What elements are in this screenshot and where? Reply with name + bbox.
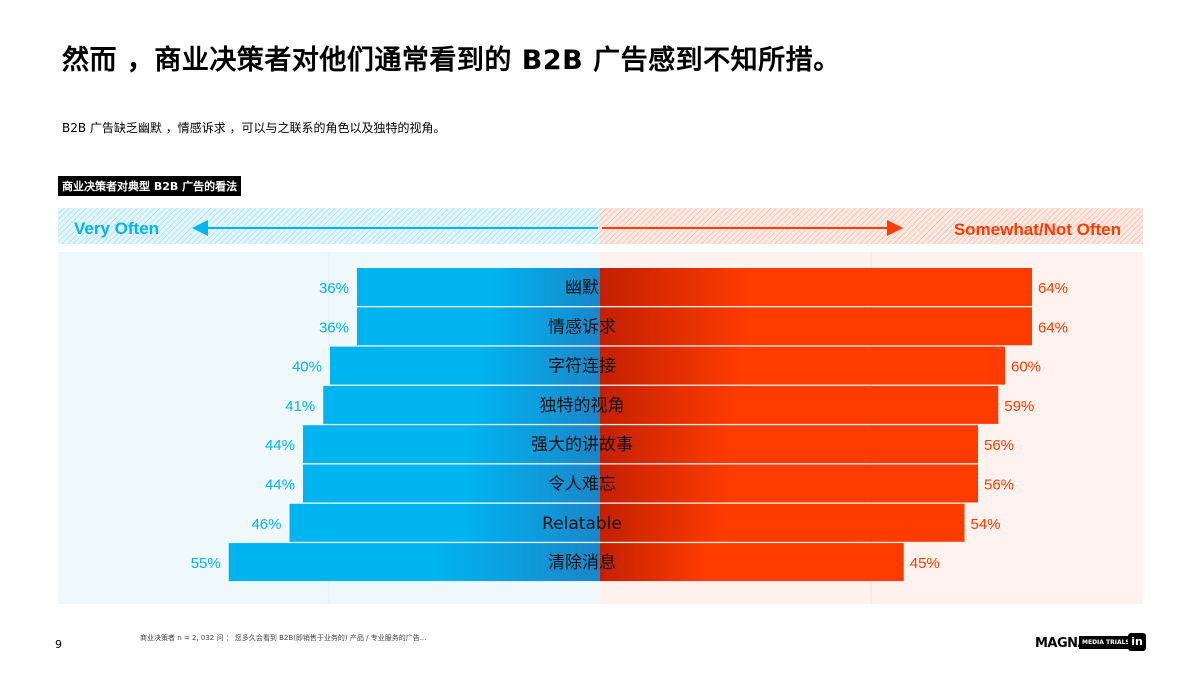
category-label: 令人难忘 <box>548 475 616 495</box>
category-label: 幽默 <box>565 278 599 298</box>
chart-title: 商业决策者对典型 B2B 广告的看法 <box>58 176 242 196</box>
bar-somewhat <box>600 543 904 582</box>
data-label-very-often: 40% <box>292 359 322 376</box>
data-label-very-often: 44% <box>265 477 295 494</box>
data-label-very-often: 44% <box>265 437 295 454</box>
category-label: 清除消息 <box>548 553 616 573</box>
bar-very-often <box>330 346 600 385</box>
bar-somewhat <box>600 268 1032 306</box>
category-label: 强大的讲故事 <box>531 435 633 455</box>
bar-somewhat <box>600 385 999 424</box>
bar-somewhat <box>600 503 965 542</box>
data-label-very-often: 46% <box>251 516 281 533</box>
bar-somewhat <box>600 425 978 464</box>
data-label-somewhat: 59% <box>1004 398 1034 415</box>
bar-very-often <box>357 307 600 346</box>
category-label: 字符连接 <box>548 357 616 377</box>
data-label-very-often: 36% <box>319 319 349 336</box>
category-label: 独特的视角 <box>540 396 625 416</box>
data-label-very-often: 41% <box>285 398 315 415</box>
data-label-somewhat: 64% <box>1038 319 1068 336</box>
linkedin-icon[interactable]: in <box>1128 633 1146 651</box>
data-label-somewhat: 45% <box>910 555 940 572</box>
media-trials-logo: MEDIA TRIALS <box>1079 636 1133 649</box>
bar-very-often <box>357 268 600 306</box>
bar-very-often <box>228 543 600 582</box>
data-label-somewhat: 60% <box>1011 359 1041 376</box>
legend-label-very-often: Very Often <box>74 219 159 238</box>
bar-somewhat <box>600 307 1032 346</box>
magna-logo: MAGNA <box>1035 636 1088 651</box>
data-label-somewhat: 64% <box>1038 280 1068 297</box>
page-title: 然而 ，商业决策者对他们通常看到的 B2B 广告感到不知所措。 <box>62 45 841 76</box>
bar-somewhat <box>600 464 978 503</box>
legend-band-left <box>58 208 600 244</box>
data-label-somewhat: 56% <box>984 477 1014 494</box>
diverging-bar-chart: Very Often Somewhat/Not Often 36% 64% 幽默 36… <box>58 208 1143 604</box>
data-label-very-often: 55% <box>191 555 221 572</box>
legend-band-right <box>600 208 1143 244</box>
category-label: Relatable <box>542 514 622 534</box>
bar-somewhat <box>600 346 1005 385</box>
bar-very-often <box>289 503 600 542</box>
category-label: 情感诉求 <box>548 317 616 337</box>
bar-very-often <box>303 464 600 503</box>
data-label-somewhat: 56% <box>984 437 1014 454</box>
legend-label-somewhat: Somewhat/Not Often <box>954 220 1121 239</box>
bar-very-often <box>303 425 600 464</box>
data-label-somewhat: 54% <box>971 516 1001 533</box>
page-subtitle: B2B 广告缺乏幽默 ，情感诉求 ，可以与之联系的角色以及独特的视角。 <box>62 121 446 135</box>
footnote: 商业决策者 n = 2, 032 问 ： 您多久会看到 B2B(即销售于业务的)… <box>140 634 427 642</box>
bar-very-often <box>323 385 600 424</box>
data-label-very-often: 36% <box>319 280 349 297</box>
page-number: 9 <box>55 638 62 651</box>
